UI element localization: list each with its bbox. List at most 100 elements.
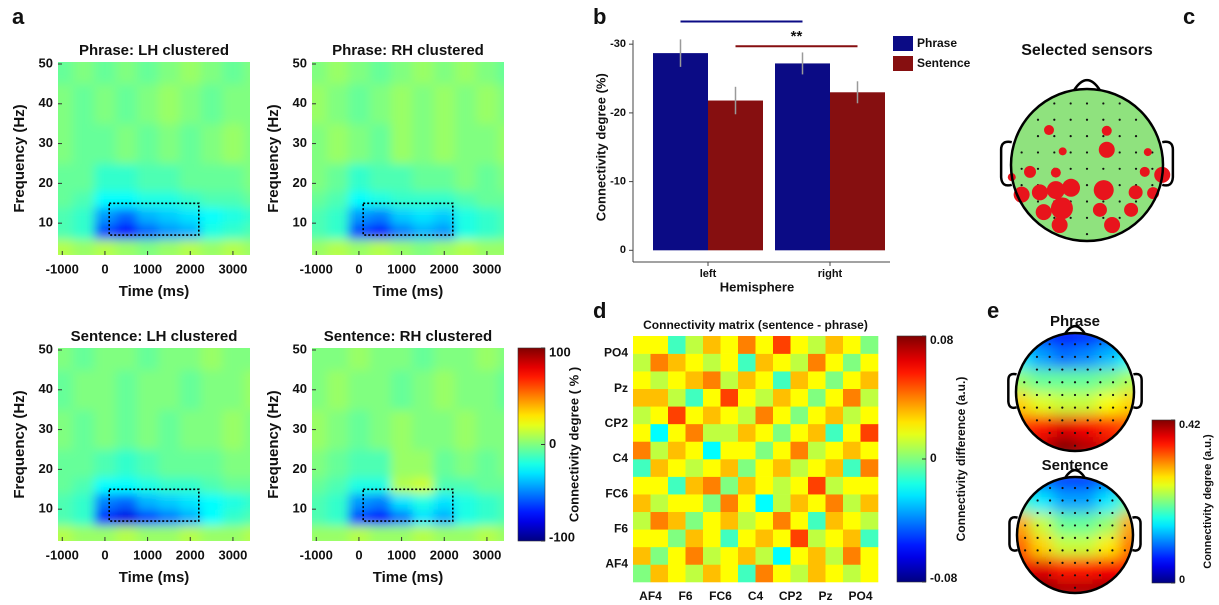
matrix-cell [685, 476, 704, 495]
heatmap-cell [158, 83, 181, 125]
heatmap-cell [497, 449, 504, 478]
sensor-dot [1086, 486, 1089, 490]
heatmap-cell [115, 509, 138, 526]
sensor-dot [1098, 549, 1102, 552]
heatmap-cell [136, 83, 159, 125]
heatmap-cell [312, 239, 328, 255]
matrix-cell [685, 546, 704, 565]
x-tick-label: AF4 [639, 589, 662, 603]
matrix-cell [843, 423, 861, 442]
heatmap-cell [136, 449, 159, 478]
matrix-cell [860, 564, 879, 583]
matrix-cell [738, 476, 756, 495]
sensor-dot [1151, 151, 1154, 154]
sensor-dot [1098, 499, 1102, 502]
sensor-dot [1111, 549, 1114, 552]
matrix-cell [703, 371, 721, 390]
heatmap-cell [326, 477, 349, 494]
heatmap-cell [58, 525, 74, 541]
x-tick-label: PO4 [848, 589, 872, 603]
heatmap-cell [158, 509, 181, 526]
heatmap-cell [58, 123, 74, 164]
y-axis-label: Frequency (Hz) [11, 104, 28, 212]
sensor-dot [1111, 368, 1115, 371]
heatmap-cell [326, 493, 349, 510]
matrix-cell [703, 511, 721, 530]
matrix-cell [755, 476, 774, 495]
sensor-dot [1024, 524, 1027, 527]
heatmap-cell [390, 477, 413, 494]
y-tick-label: C4 [613, 451, 629, 465]
matrix-cell [773, 406, 791, 425]
heatmap-cell [326, 223, 349, 240]
sensor-dot [1036, 167, 1040, 170]
sensor-dot [1024, 549, 1027, 552]
heatmap-cell [390, 509, 413, 526]
heatmap-cell [312, 62, 328, 85]
sensor-dot [1061, 574, 1064, 577]
matrix-cell [755, 388, 774, 407]
heatmap-cell [158, 207, 181, 224]
heatmap-cell [412, 207, 435, 224]
heatmap-cell [94, 525, 117, 541]
heatmap-cell [158, 191, 181, 208]
matrix-cell [808, 564, 826, 583]
heatmap-cell [158, 493, 181, 510]
selected-sensor [1046, 181, 1065, 200]
heatmap-cell [476, 348, 499, 371]
matrix-cell [773, 459, 791, 477]
heatmap-cell [58, 509, 74, 526]
sensor-dot [1086, 381, 1089, 384]
matrix-cell [668, 406, 686, 425]
sensor-dot [1099, 343, 1102, 346]
heatmap-cell [94, 191, 117, 208]
heatmap-cell [369, 207, 392, 224]
heatmap-cell [497, 207, 504, 224]
heatmap-cell [115, 191, 138, 208]
sensor-dot [1086, 368, 1089, 371]
heatmap-cell [222, 123, 245, 164]
y-axis-label: Frequency (Hz) [265, 104, 282, 212]
heatmap-cell [200, 449, 223, 478]
matrix-cell [843, 511, 861, 530]
heatmap-cell [348, 348, 371, 371]
matrix-cell [790, 476, 809, 495]
sensor-dot [1061, 343, 1064, 346]
sensor-dot [1099, 368, 1102, 371]
ear [1132, 516, 1142, 552]
heatmap-cell [222, 163, 245, 192]
matrix-cell [703, 388, 721, 407]
heatmap-cell [390, 525, 413, 541]
sensor-dot [1099, 431, 1102, 435]
colorbar [517, 347, 546, 542]
heatmap-cell [179, 493, 202, 510]
heatmap-cell [433, 348, 456, 371]
topomap-cell [1097, 392, 1121, 416]
sensor-dot [1151, 184, 1154, 187]
heatmap-cell [115, 239, 138, 255]
sensor-dot [1118, 216, 1121, 219]
matrix-cell [685, 441, 704, 460]
heatmap-cell [158, 239, 181, 255]
matrix-cell [650, 423, 669, 442]
sensor-dot [1118, 102, 1121, 105]
heatmap-cell [369, 223, 392, 240]
heatmap-cell [72, 525, 95, 541]
heatmap-cell [58, 239, 74, 255]
heatmap-cell [312, 525, 328, 541]
heatmap-cell [94, 493, 117, 510]
topomap-cell [1052, 414, 1076, 438]
matrix-cell [685, 353, 704, 372]
sensor-dot [1024, 536, 1027, 540]
sensor-dot [1118, 184, 1121, 187]
heatmap-cell [158, 477, 181, 494]
heatmap-cell [454, 509, 477, 526]
heatmap-cell [433, 409, 456, 450]
sensor-dot [1023, 381, 1026, 384]
matrix-cell [755, 546, 774, 565]
selected-sensor [1062, 178, 1081, 197]
heatmap-cell [136, 239, 159, 255]
matrix-cell [738, 529, 756, 548]
head-outline [1009, 87, 1165, 243]
heatmap-cell [412, 83, 435, 125]
